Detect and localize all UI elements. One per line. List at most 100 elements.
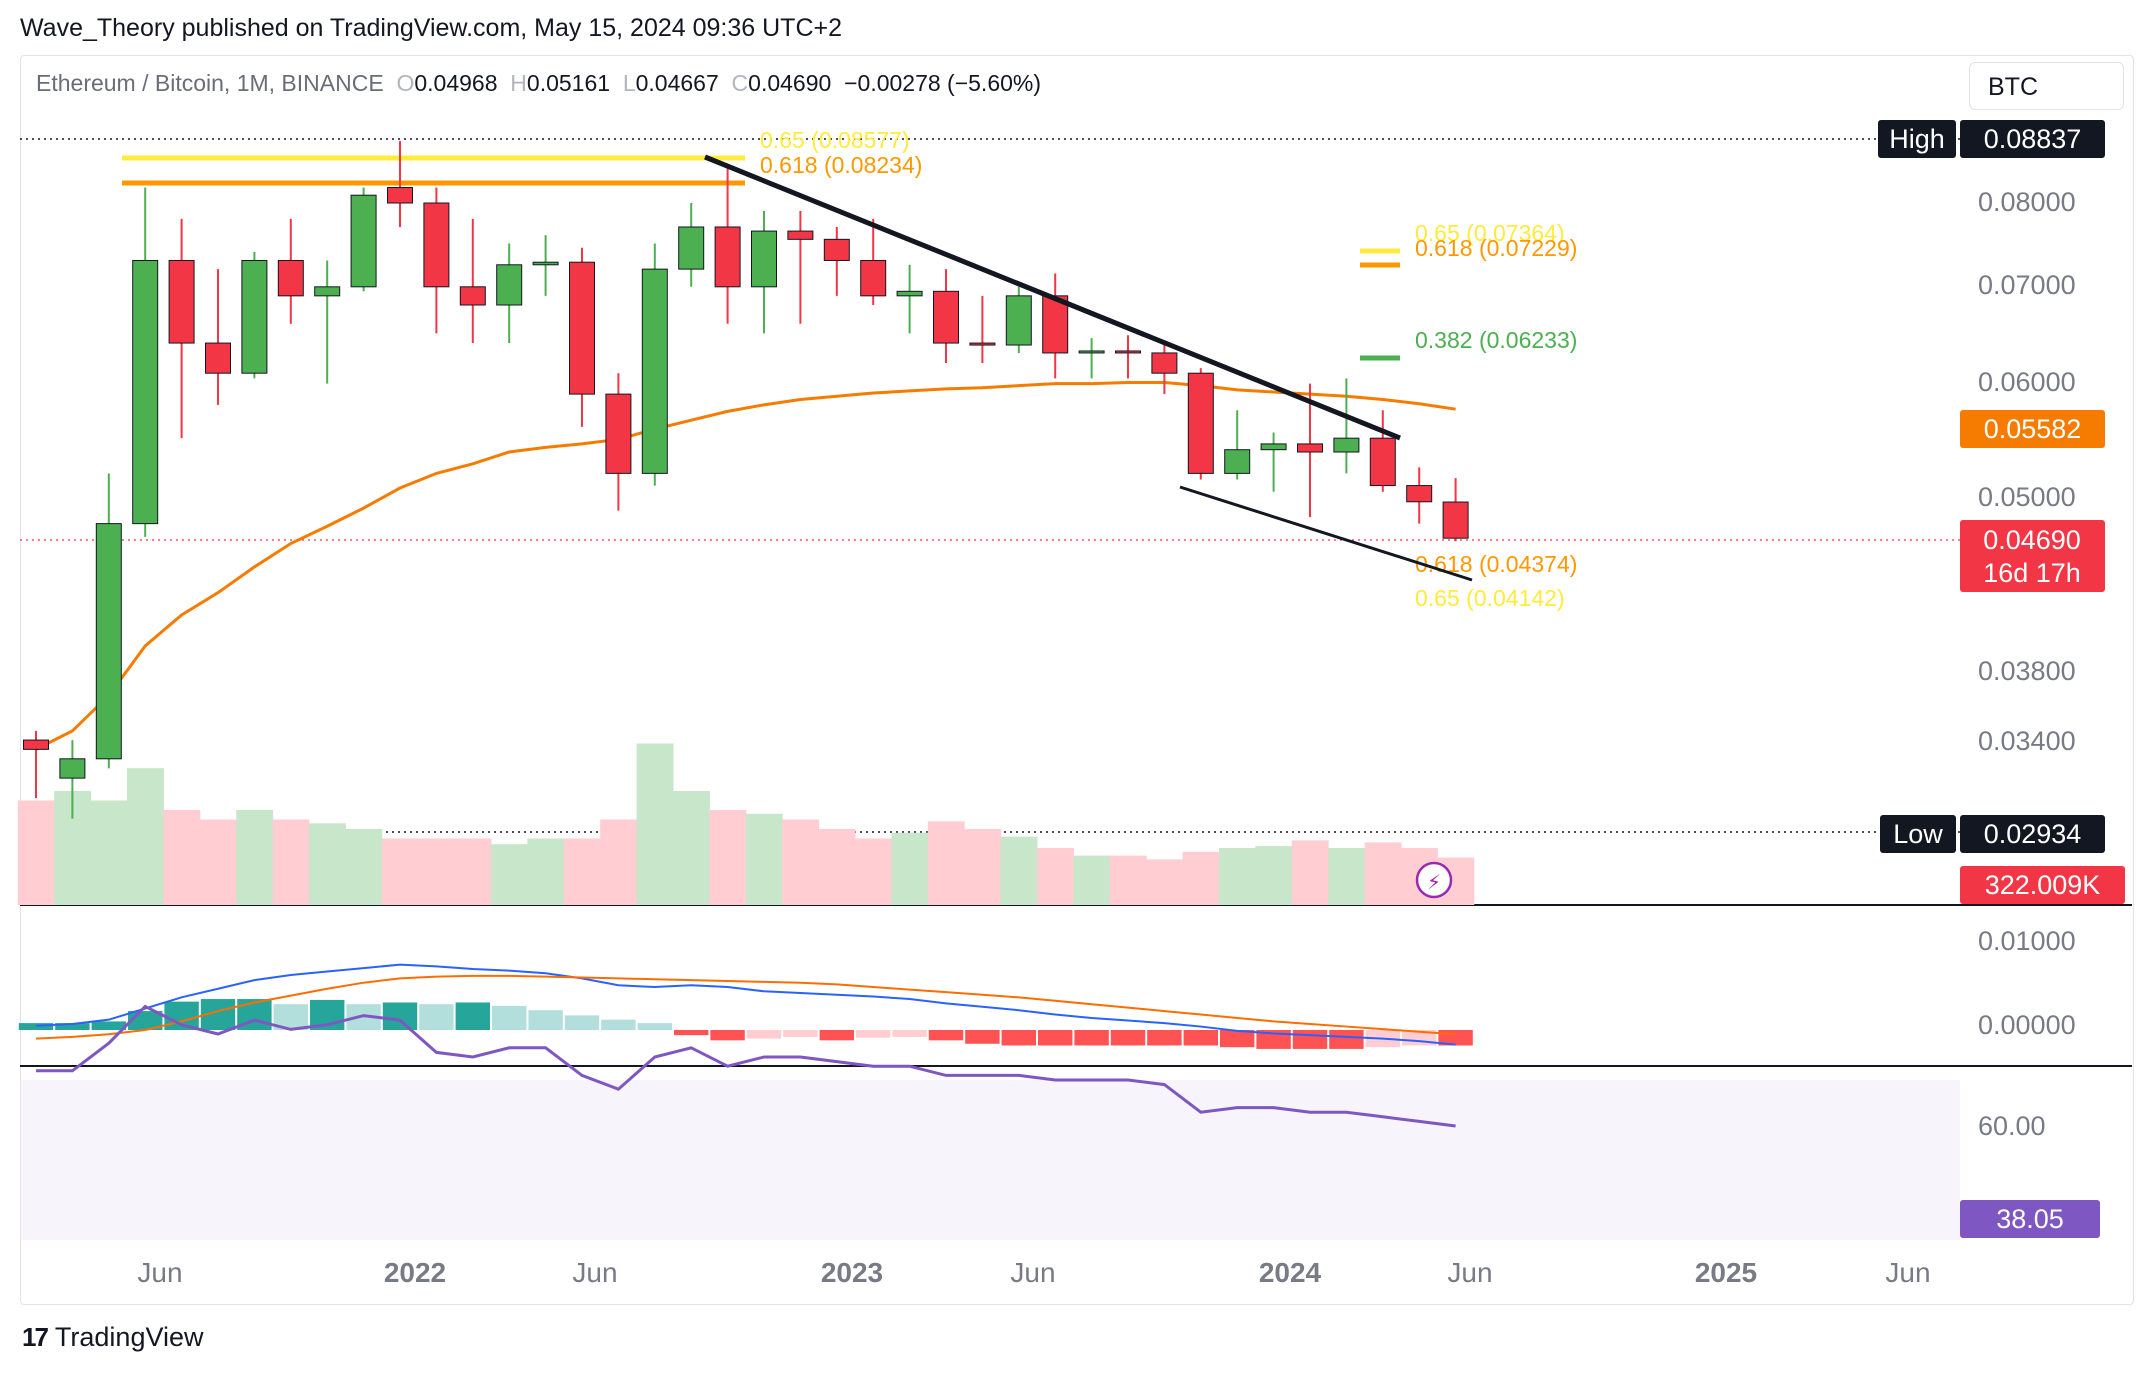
lightning-glyph: ⚡	[1427, 870, 1441, 894]
change-value: −0.00278 (−5.60%)	[844, 70, 1042, 96]
volume-bar	[236, 810, 274, 905]
axis-layer: 0.08000 0.07000 0.06000 0.05000 0.03800 0.034…	[137, 120, 2125, 1288]
volume-bar	[454, 838, 492, 905]
candle-body	[860, 259, 887, 297]
candle-body	[459, 286, 486, 306]
candle-body	[95, 523, 122, 760]
macd-histogram-bar	[382, 1002, 418, 1030]
volume-bar	[527, 838, 565, 905]
signal-line	[35, 974, 1456, 1040]
volume-bar	[1291, 840, 1329, 905]
macd-histogram-bar	[1147, 1030, 1182, 1046]
candle-body	[1187, 372, 1214, 474]
candle-body	[350, 194, 377, 288]
candle-body	[1005, 295, 1032, 346]
candle-body	[1442, 501, 1469, 539]
price-axis-tick: 0.03800	[1978, 656, 2076, 686]
macd-histogram-bar	[1183, 1030, 1218, 1046]
candle-body	[59, 758, 86, 779]
time-axis-tick: Jun	[1885, 1257, 1930, 1288]
fib-level-label: 0.382 (0.06233)	[1415, 327, 1577, 353]
candle-body	[751, 230, 777, 288]
open-value: 0.04968	[414, 70, 498, 96]
rsi-line	[36, 1004, 1456, 1128]
macd-histogram-bar	[783, 1030, 818, 1037]
grid-layer	[20, 138, 2132, 1240]
last-price-value: 0.04690	[1983, 525, 2081, 555]
candle-body	[205, 342, 231, 374]
macd-layer	[18, 963, 1473, 1049]
fib-layer: 0.65 (0.08577)0.618 (0.08234) 0.65 (0.073…	[122, 127, 1577, 611]
rsi-axis-tick: 60.00	[1978, 1111, 2046, 1141]
macd-histogram-bar	[746, 1030, 782, 1039]
macd-histogram-bar	[492, 1005, 527, 1030]
volume-bar	[563, 838, 601, 905]
ohlc-legend: Ethereum / Bitcoin, 1M, BINANCE O0.04968…	[36, 70, 1041, 97]
candle-body	[787, 230, 814, 240]
last-price-tag-bg	[1960, 520, 2105, 592]
fib-level-label: 0.65 (0.07364)	[1415, 220, 1565, 246]
macd-line	[35, 963, 1456, 1046]
candle-body	[132, 259, 159, 525]
volume-bar	[491, 844, 528, 905]
candle-body	[532, 261, 559, 266]
open-label: O	[396, 70, 415, 96]
time-axis-tick: Jun	[1010, 1257, 1055, 1288]
volume-bar	[199, 819, 237, 905]
close-value: 0.04690	[748, 70, 832, 96]
fib-level-label: 0.65 (0.08577)	[760, 127, 910, 153]
macd-histogram-bar	[637, 1023, 672, 1030]
symbol-label: Ethereum / Bitcoin, 1M, BINANCE	[36, 70, 384, 96]
ema-value-tag-bg	[1960, 410, 2105, 448]
macd-histogram-bar	[528, 1010, 563, 1030]
lower-trendline	[1179, 485, 1473, 582]
candle-body	[23, 739, 49, 750]
candle-body	[933, 290, 959, 344]
volume-bar	[782, 819, 820, 905]
low-value-tag-bg	[1960, 815, 2105, 853]
footer-brand[interactable]: 17 TradingView	[22, 1322, 204, 1353]
volume-bar	[1073, 855, 1111, 905]
candle-body	[1115, 350, 1141, 354]
candle-body	[496, 264, 523, 306]
candle-body	[1260, 443, 1287, 451]
high-label: H	[510, 70, 527, 96]
volume-bar	[345, 829, 383, 905]
rsi-layer	[36, 1004, 1456, 1128]
macd-histogram-bar	[455, 1002, 490, 1030]
candle-body	[1078, 350, 1105, 354]
macd-histogram-bar	[1110, 1030, 1146, 1046]
candle-body	[314, 286, 341, 297]
rsi-band	[20, 1080, 1960, 1240]
volume-bar	[1182, 851, 1220, 905]
candle-body	[1224, 449, 1251, 474]
tradingview-logo-icon: 17	[22, 1322, 49, 1352]
candle-body	[641, 268, 668, 474]
volume-bar	[1146, 859, 1184, 905]
chart-frame	[20, 55, 2134, 1305]
candle-body	[1042, 295, 1069, 354]
time-axis-tick: Jun	[1447, 1257, 1492, 1288]
volume-value-tag: 322.009K	[1985, 870, 2101, 900]
volume-bar	[163, 810, 201, 905]
lightning-icon	[1415, 861, 1453, 899]
macd-histogram-bar	[55, 1023, 90, 1030]
candles-layer	[23, 141, 1469, 819]
trendline-layer	[704, 154, 1473, 582]
volume-bar	[309, 823, 346, 905]
candle-body	[1151, 352, 1178, 374]
volume-bar	[964, 829, 1002, 905]
publisher-caption: Wave_Theory published on TradingView.com…	[20, 14, 842, 42]
currency-button[interactable]: BTC	[1969, 62, 2124, 110]
candle-body	[168, 259, 195, 344]
high-value-tag-bg	[1960, 120, 2105, 158]
volume-bar	[1328, 848, 1366, 905]
high-tag-bg	[1878, 120, 1956, 158]
macd-histogram-bar	[1220, 1030, 1255, 1048]
ema-value-tag: 0.05582	[1984, 414, 2082, 444]
macd-histogram-bar	[892, 1030, 927, 1037]
macd-axis-tick: 0.01000	[1978, 926, 2076, 956]
rsi-value-tag: 38.05	[1996, 1204, 2064, 1234]
volume-bar	[709, 810, 747, 905]
